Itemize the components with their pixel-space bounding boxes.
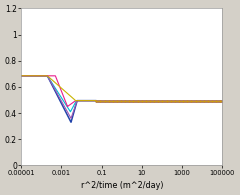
X-axis label: r^2/time (m^2/day): r^2/time (m^2/day) xyxy=(81,181,163,190)
